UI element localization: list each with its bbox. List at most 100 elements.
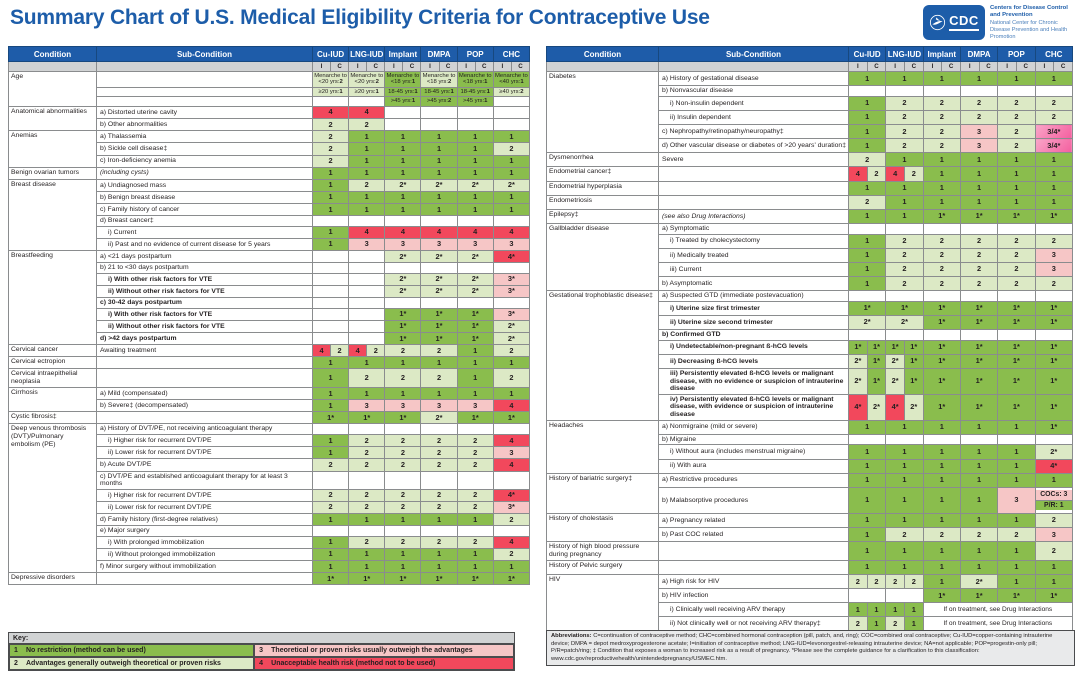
grade-cell: 1 — [492, 560, 531, 574]
table-row: b) Benign breast disease 1 1 1 1 1 1 — [9, 190, 531, 205]
grade-cell: 1* — [1034, 208, 1074, 225]
grade-cell: 3 — [456, 399, 494, 413]
grade-cell: 2* — [492, 332, 531, 346]
legend-grade-label: No restriction (method can be used) — [26, 647, 146, 654]
subcolumn-header-i: I — [348, 61, 368, 72]
grade-cell: 4* — [885, 393, 905, 421]
table-row: Anatomical abnormalities a) Distorted ute… — [8, 105, 531, 132]
grade-cell: 2 — [959, 109, 999, 126]
grade-cell: 1 — [384, 154, 422, 168]
table-row: ii) Not clinically well or not receiving… — [547, 616, 1074, 632]
grade-cell: 1* — [903, 353, 924, 369]
table-row: Cirrhosis a) Mild (compensated) 1 1 1 1 1 1 — [8, 387, 531, 413]
abbreviations-text: C=continuation of contraceptive method; … — [551, 633, 1053, 662]
table-row: b) Past COC related 1 2 2 2 2 3 — [547, 527, 1074, 543]
legend-grade-label: Theoretical or proven risks usually outw… — [271, 647, 473, 654]
subcondition-cell: a) History of DVT/PE, not receiving anti… — [96, 423, 313, 436]
grade-cell: 1 — [997, 166, 1036, 182]
grade-cell: 1 — [348, 547, 386, 562]
grade-cell: 2* — [847, 314, 887, 331]
grade-cell: 1 — [311, 368, 350, 389]
grade-cell: 1 — [847, 70, 887, 87]
empty-cell — [997, 433, 1036, 446]
grade-cell: 1 — [420, 560, 458, 574]
grade-cell: 2 — [348, 458, 386, 472]
subcolumn-header-c: C — [330, 61, 350, 72]
empty-cell — [311, 423, 350, 436]
grade-cell: 1 — [959, 458, 999, 474]
grade-cell: 2 — [922, 138, 961, 154]
grade-cell: 1 — [848, 602, 868, 618]
grade-cell: 2 — [456, 446, 494, 460]
subcolumn-header-c: C — [438, 61, 458, 72]
grade-cell: 1 — [384, 560, 422, 574]
table-row: b) Asymptomatic 1 2 2 2 2 2 — [547, 276, 1074, 292]
grade-cell: 3 — [420, 399, 458, 413]
grade-cell: 1 — [959, 419, 999, 435]
grade-cell: 2 — [997, 261, 1036, 278]
grade-cell: 1 — [847, 138, 887, 154]
grade-cell: 1 — [997, 152, 1036, 168]
subcondition-cell: ii) Lower risk for recurrent DVT/PE — [96, 446, 313, 460]
grade-cell: 2 — [456, 535, 494, 549]
grade-cell: 2 — [492, 368, 531, 389]
cdc-org-name: Centers for Disease Control and Preventi… — [990, 5, 1068, 19]
grade-cell: 2 — [848, 616, 868, 632]
empty-cell — [311, 250, 350, 264]
empty-cell — [492, 105, 531, 120]
grade-cell: 1* — [1034, 393, 1074, 421]
legend-grade-number: 1 — [14, 647, 18, 654]
grade-cell: 1* — [959, 393, 999, 421]
grade-cell: 2 — [420, 500, 458, 515]
grade-cell: 18-45 yrs:1 — [384, 86, 422, 98]
grade-cell: 1* — [1034, 588, 1074, 604]
grade-cell: 1 — [997, 419, 1036, 435]
subcondition-cell — [658, 559, 849, 576]
grade-cell: 2 — [959, 527, 999, 543]
table-row: iv) Persistently elevated ß-hCG levels o… — [547, 393, 1074, 421]
table-row: b) 21 to <30 days postpartum — [9, 262, 531, 274]
grade-cell: 1 — [847, 276, 887, 292]
grade-cell: 2 — [492, 513, 531, 527]
empty-cell — [384, 297, 422, 309]
subcondition-cell — [96, 411, 313, 425]
empty-cell — [420, 297, 458, 309]
grade-cell: 2 — [885, 95, 924, 111]
grade-cell: 1 — [420, 142, 458, 156]
left-eligibility-table: Condition Sub-Condition Cu-IUD LNG-IUD Impla… — [8, 46, 531, 586]
grade-cell: 1* — [959, 588, 999, 604]
grade-cell: 2* — [456, 284, 494, 299]
grade-cell: 1 — [348, 166, 386, 180]
empty-cell — [456, 262, 494, 274]
empty-cell — [311, 307, 350, 321]
condition-cell: Cervical ectropion — [8, 356, 97, 370]
grade-cell: 1 — [384, 513, 422, 527]
grade-cell: 4* — [492, 250, 531, 264]
grade-cell: 2 — [311, 142, 350, 156]
grade-cell: 1 — [847, 261, 887, 278]
grade-cell: 1 — [885, 458, 924, 474]
empty-cell — [997, 223, 1036, 235]
grade-cell: 1 — [456, 154, 494, 168]
grade-cell: Menarche to <20 yrs:2 — [348, 71, 386, 88]
grade-cell: 1* — [922, 393, 961, 421]
empty-cell — [384, 525, 422, 537]
grade-cell: 1 — [922, 472, 961, 488]
grade-cell: 2 — [348, 178, 386, 192]
hhs-eagle-icon — [930, 14, 946, 31]
right-eligibility-table: Condition Sub-Condition Cu-IUD LNG-IUD Impla… — [546, 46, 1074, 632]
grade-cell: 4 — [311, 344, 332, 358]
subcolumn-header-c: C — [903, 61, 924, 72]
grade-cell: 1* — [311, 572, 350, 586]
grade-cell: If on treatment, see Drug Interactions — [922, 616, 1074, 632]
grade-cell: 1 — [1034, 194, 1074, 210]
table-row: Deep venous thrombosis (DVT)/Pulmonary e… — [8, 423, 531, 574]
condition-cell: Cirrhosis — [8, 387, 97, 413]
grade-cell: 1 — [348, 513, 386, 527]
grade-cell: 2* — [420, 284, 458, 299]
empty-cell — [997, 85, 1036, 97]
grade-cell: 1* — [492, 411, 531, 425]
grade-cell: 2 — [885, 233, 924, 249]
subcondition-cell — [96, 368, 313, 389]
table-row: Endometrial hyperplasia 1 1 1 1 1 1 — [546, 180, 1074, 196]
